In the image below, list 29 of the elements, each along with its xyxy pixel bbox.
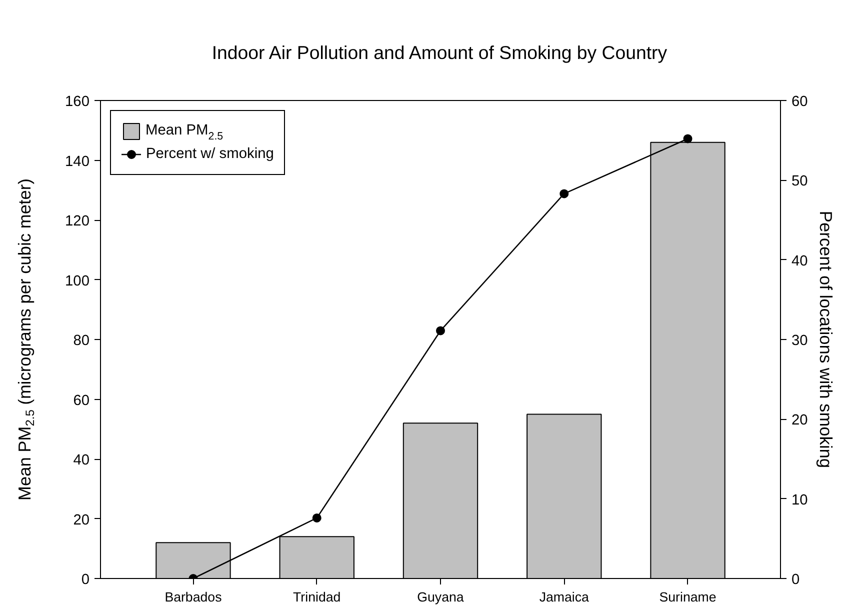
- y2-tick-label: 0: [792, 572, 800, 588]
- point: [312, 513, 322, 522]
- point: [683, 134, 692, 144]
- x-tick-label: Barbados: [164, 590, 222, 604]
- chart-title: Indoor Air Pollution and Amount of Smoking by Country: [212, 42, 668, 63]
- y-tick-label: 120: [65, 214, 90, 230]
- y2-tick-label: 10: [792, 492, 808, 508]
- y2-tick-label: 30: [792, 333, 808, 349]
- y-tick-label: 0: [81, 572, 90, 588]
- y-tick-label: 100: [65, 273, 90, 290]
- y-tick-label: 160: [65, 94, 90, 110]
- x-tick-label: Jamaica: [539, 590, 590, 604]
- y2-tick-label: 40: [792, 253, 808, 270]
- legend-label: Percent w/ smoking: [146, 145, 274, 164]
- point: [560, 189, 569, 198]
- y2-tick-label: 60: [792, 94, 808, 110]
- point: [436, 326, 445, 336]
- y2-tick-label: 20: [792, 412, 808, 429]
- y2-tick-label: 50: [792, 174, 808, 190]
- y-tick-label: 140: [65, 154, 90, 170]
- y-tick-label: 20: [73, 512, 90, 528]
- y2-axis-title: Percent of locations with smoking: [816, 210, 836, 468]
- x-tick-label: Suriname: [659, 590, 716, 604]
- x-tick-label: Guyana: [417, 590, 464, 604]
- y-tick-label: 60: [73, 392, 90, 409]
- y-tick-label: 80: [73, 333, 90, 349]
- x-tick-label: Trinidad: [293, 590, 341, 604]
- y-tick-label: 40: [73, 452, 90, 468]
- y-axis-title: Mean PM2.5 (micrograms per cubic meter): [14, 178, 37, 500]
